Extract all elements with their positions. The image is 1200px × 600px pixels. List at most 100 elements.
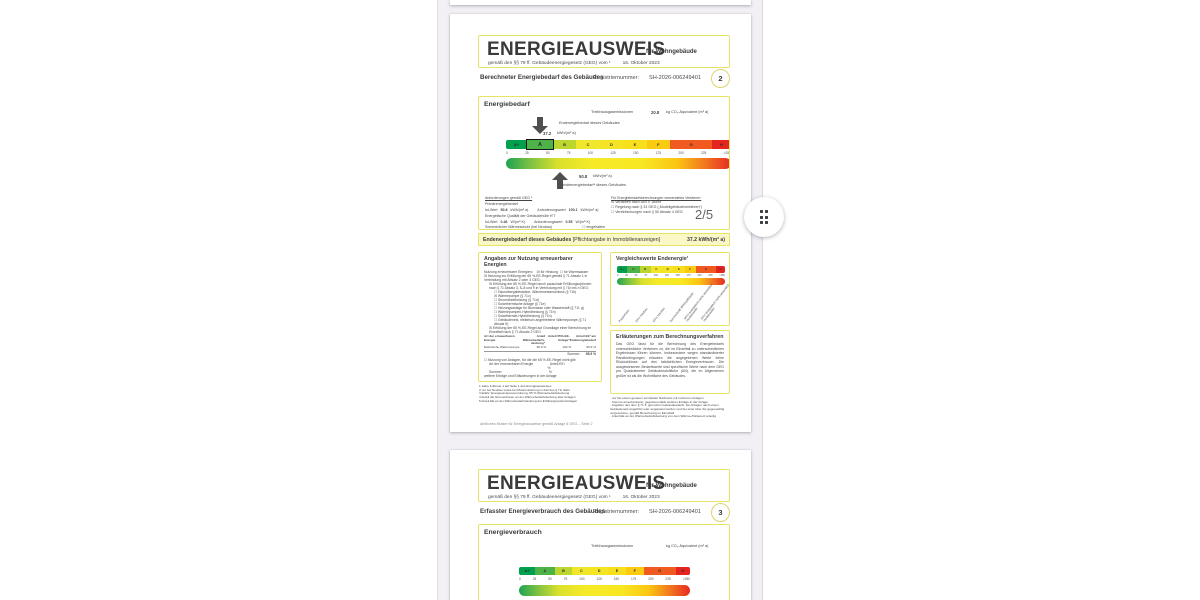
ist-label: Ist-Wert (485, 207, 498, 212)
page-title: ENERGIEAUSWEIS (487, 39, 666, 60)
summer-protection-label: Sommerlicher Wärmeschutz (bei Neubau) (485, 225, 552, 230)
scale-segment-f: F (625, 567, 644, 575)
document-text-line: 5 Anteil EE an der Wärmebedarfsdeckung d… (479, 398, 578, 403)
ee-sum-row: Summe¹ 95.9 % (484, 350, 596, 356)
req-unit: W/(m²·K) (575, 219, 591, 224)
vergleich-scale-ticks: 0 25 50 75 100 125 150 175 200 225 >250 (617, 274, 725, 277)
ghg-unit: kg CO₂-Äquivalent (m² a) (666, 110, 709, 114)
req-label: Anforderungswert (534, 219, 563, 224)
scale-tick-label: 50 (545, 151, 550, 155)
grid-view-icon (759, 210, 769, 224)
verfahren-column: Für Energiebedarfsberechnungen verwendet… (611, 194, 727, 215)
scale-tick-label: 125 (610, 151, 616, 155)
law-line: gemäß den §§ 79 ff. Gebäudeenergiegesetz… (488, 61, 660, 66)
ghg-label: Treibhausgasemissionen (591, 110, 634, 114)
scale-segment-g: G (643, 567, 676, 575)
document-text-line: % (489, 365, 551, 370)
scale-segment-a: A (526, 139, 554, 150)
scale-segment-f: F (684, 266, 696, 273)
requirements-heading: Anforderungen gemäß GEG ¹ (485, 196, 533, 201)
scale-tick-label: 200 (697, 273, 702, 277)
scale-tick-label: 200 (648, 577, 654, 581)
vergleich-gradient-bar (617, 277, 725, 285)
vergleich-heading: Vergleichswerte Endenergie¹ (616, 256, 689, 262)
arrow-head (552, 172, 568, 180)
document-text-line: ☐ Solarthermie-Hybridheizung (§ 71h) (494, 314, 552, 319)
erlaeuterungen-heading: Erläuterungen zum Berechnungsverfahren (616, 334, 724, 340)
scale-tick-label: 25 (532, 577, 537, 581)
page-1-bottom-edge (450, 0, 751, 5)
req-value: 100.1 (568, 207, 578, 212)
document-text-line: ☐ Heizungsanlage für Biomasse oder Wasse… (494, 306, 584, 311)
ee-table-row: Elektrische Wärmepumpe 95.9 % 100 % 95.9… (484, 345, 596, 350)
page-3: ENERGIEAUSWEIS für Wohngebäude gemäß den… (450, 450, 751, 600)
ee-col2: Anteil 65%-EE-Anlage⁵ (547, 334, 570, 342)
scale-tick-label: >250 (719, 273, 725, 277)
scale-segment-h: H (712, 140, 729, 149)
scale-segment-b: B (554, 567, 573, 575)
document-type: Berechneter Energiebedarf des Gebäudes (480, 74, 604, 81)
title-box: ENERGIEAUSWEIS für Wohngebäude gemäß den… (478, 35, 730, 68)
document-text-line: ☒ Erfüllung der 65 %-EE-Regel auf Grundl… (489, 326, 593, 335)
end-unit: kWh/(m² a) (557, 131, 576, 136)
scale-tick-label: 225 (701, 151, 707, 155)
document-text-line: ☐ Stromdirektheizung (§ 71d) (494, 298, 539, 303)
law-text: gemäß den §§ 79 ff. Gebäudeenergiegesetz… (488, 60, 611, 66)
scale-tick-label: 150 (675, 273, 680, 277)
ee-row-label: Elektrische Wärmepumpe (484, 345, 520, 350)
reg-number: SH-2026-006249401 (649, 74, 701, 81)
endenergie-band: Endenergiebedarf dieses Gebäudes [Pflich… (478, 233, 730, 246)
comparison-diagonal-label: Passivhaus (617, 308, 631, 323)
scale-segment-f: F (646, 140, 671, 149)
end-energy-arrow-icon (531, 117, 549, 134)
scale-tick-label: 225 (665, 577, 671, 581)
band-label-main: Endenergiebedarf dieses Gebäudes (483, 236, 573, 243)
document-text-line: ☐ Vereinfachungen nach § 50 Absatz 4 GEG (611, 209, 683, 214)
energieverbrauch-section: Energieverbrauch Treibhausgasemissionen … (478, 524, 730, 600)
prim-unit: kWh/(m² a) (593, 174, 612, 179)
left-footnotes: 1 siehe Fußnote 1 auf Seite 1 des Energi… (479, 384, 601, 403)
scale-tick-label: 50 (548, 577, 552, 581)
ee-table-header: Art der erneuerbaren Energie Anteil Wärm… (484, 335, 596, 345)
comparison-diagonal-label: EFH Neubau (634, 306, 649, 323)
req-row2: Ist-Wert 0.46 W/(m²·K) Anforderungswert … (485, 220, 605, 224)
requirements-column: Anforderungen gemäß GEG ¹ Primärenergieb… (485, 194, 605, 229)
scale-tick-label: 25 (525, 151, 529, 155)
ghg-label: Treibhausgasemissionen (591, 544, 634, 548)
scale-segment-h: H (716, 266, 725, 273)
scale-segment-e: E (623, 140, 647, 149)
title-box: ENERGIEAUSWEIS für Wohngebäude gemäß den… (478, 469, 730, 502)
document-text-line: ☐ Regelung nach § 31 GEG („Modellgebäude… (611, 205, 702, 210)
scale-tick-label: 200 (678, 151, 684, 155)
document-text-line: ☐ Hausübergabestation, Wärmenetzanschlus… (494, 290, 577, 295)
ist-unit: kWh/(m² a) (510, 207, 529, 212)
scale-tick-label: 150 (633, 151, 639, 155)
document-text-line: ☐ Gebäudenetz, elektrisch angetriebene W… (494, 318, 587, 327)
energy-gradient-bar (519, 585, 690, 596)
scale-tick-label: 125 (664, 273, 669, 277)
erlaeuterungen-section: Erläuterungen zum Berechnungsverfahren D… (610, 330, 730, 394)
ee-row-v1: 95.9 % (536, 345, 547, 350)
ist-unit: W/(m²·K) (510, 219, 526, 224)
req-row1: Ist-Wert 50.8 kWh/(m² a) Anforderungswer… (485, 208, 605, 212)
energy-gradient-bar (506, 158, 729, 169)
energy-scale-ticks: 0 25 50 75 100 125 150 175 200 225 >250 (519, 577, 690, 581)
law-date: 16. Oktober 2023 (622, 60, 660, 66)
document-text-line: ☒ Wärmepumpe (§ 71c) (494, 294, 531, 299)
scale-segment-b: B (552, 140, 577, 149)
document-text-line: 1 siehe Fußnote 1 auf Seite 1 des Energi… (479, 384, 552, 388)
scale-tick-label: 175 (655, 151, 662, 155)
band-value: 37.2 kWh/(m² a) (686, 236, 725, 243)
section-heading: Energiebedarf (484, 101, 530, 108)
erneuerbare-checklist-2: ☐ Nutzung von Anlagen, für die die 65 %-… (484, 358, 596, 378)
scale-tick-label: 75 (566, 151, 571, 155)
scale-segment-c: C (650, 266, 662, 273)
scale-tick-label: 150 (613, 577, 620, 581)
verfahren-heading: Für Energiebedarfsberechnungen verwendet… (611, 196, 702, 201)
grid-view-button[interactable] (744, 197, 784, 237)
req-row2-label: Energetische Qualität der Gebäudehülle H… (485, 214, 556, 219)
band-label: Endenergiebedarf dieses Gebäudes [Pflich… (483, 237, 660, 243)
document-text-line: 2 nur bei Neubau sowie bei Modernisierun… (479, 387, 570, 392)
title-suffix: für Wohngebäude (646, 49, 697, 55)
band-label-note: [Pflichtangabe in Immobilienanzeigen] (572, 236, 661, 243)
